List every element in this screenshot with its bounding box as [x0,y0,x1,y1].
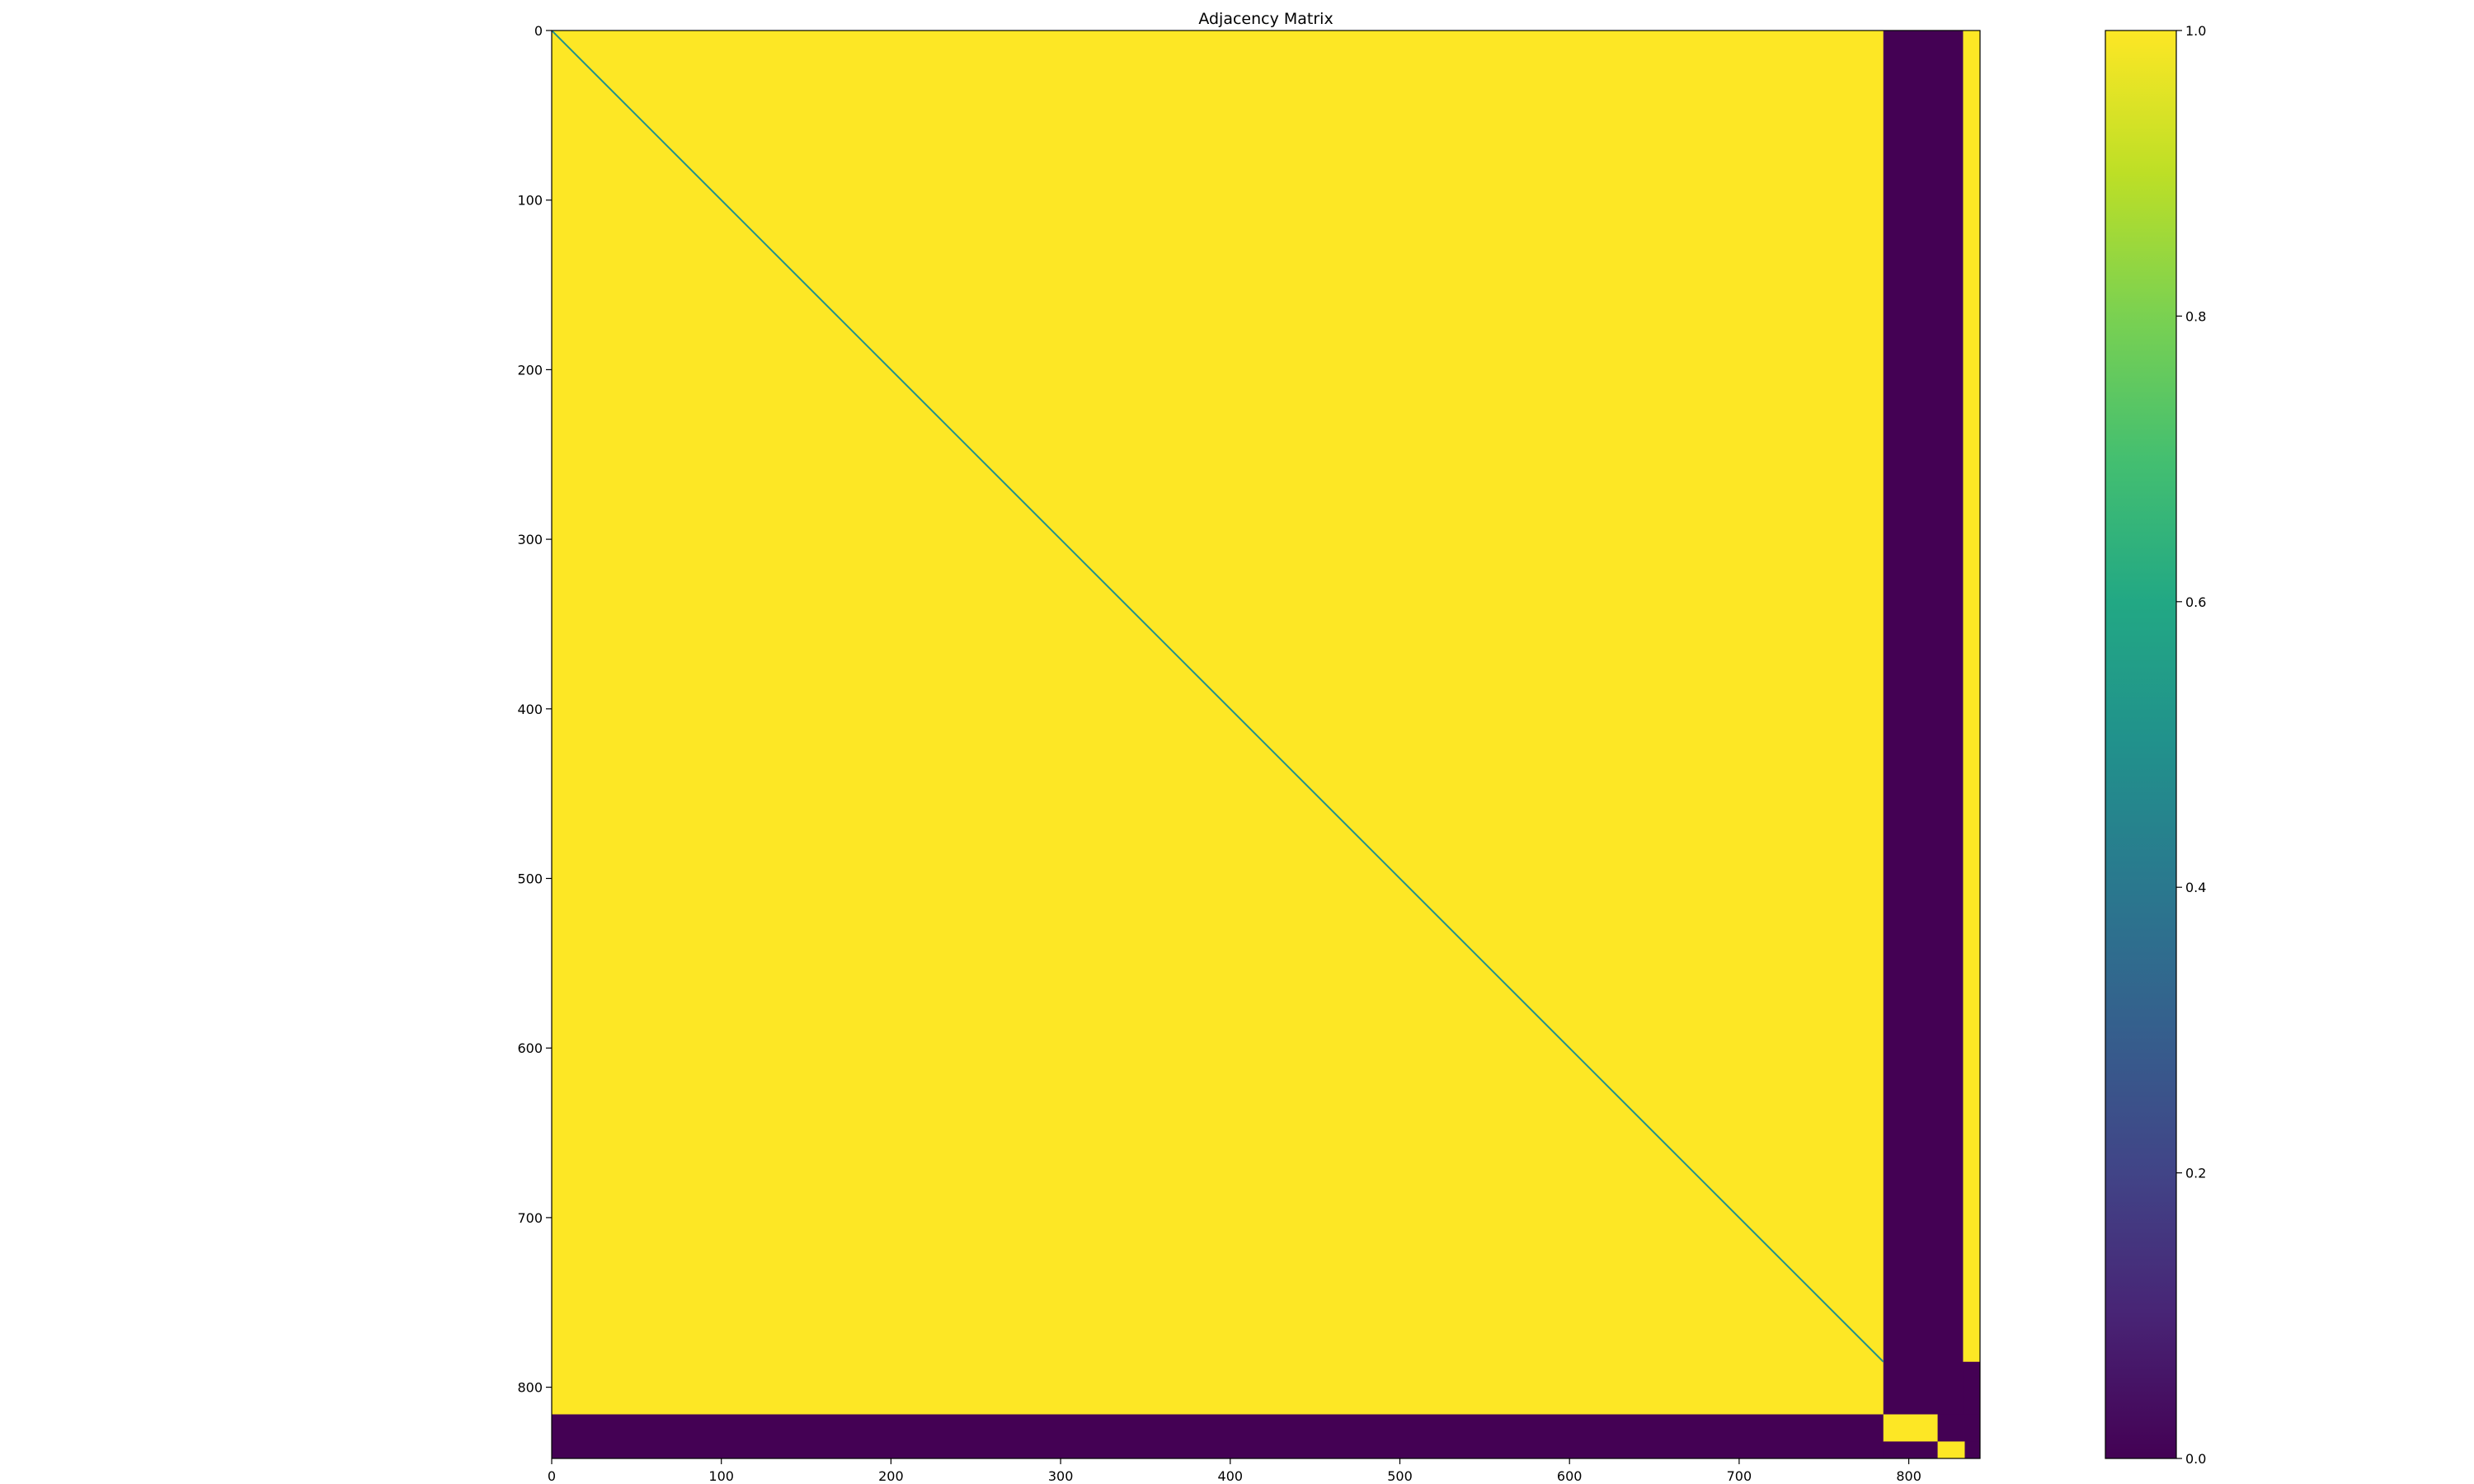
heatmap-region-corner-gap-1 [1937,1414,1980,1442]
y-tick-label: 800 [517,1380,543,1396]
heatmap-cells [552,31,1980,1458]
y-tick-label: 600 [517,1040,543,1056]
colorbar-gradient [2105,30,2177,1459]
heatmap-region-corner-gap-2 [1883,1441,1939,1458]
y-tick-label: 100 [517,193,543,209]
x-tick-label: 0 [548,1468,556,1484]
x-tick-label: 200 [878,1468,904,1484]
heatmap-region-right-strip [1963,31,1980,1363]
colorbar-tick-label: 0.2 [2185,1166,2206,1181]
y-tick-label: 700 [517,1210,543,1226]
y-tick-label: 0 [534,23,543,39]
heatmap-diagonal [552,31,1884,1363]
colorbar-tick-label: 1.0 [2185,23,2206,39]
x-tick-label: 300 [1048,1468,1074,1484]
y-axis-ticks: 0 100 200 300 400 500 600 700 800 [517,23,552,1396]
y-tick-label: 200 [517,362,543,378]
colorbar: 0.0 0.2 0.4 0.6 0.8 1.0 [2105,23,2206,1467]
x-tick-label: 700 [1727,1468,1752,1484]
heatmap-region-main-block [552,31,1884,1416]
x-tick-label: 100 [708,1468,734,1484]
colorbar-ticks: 0.0 0.2 0.4 0.6 0.8 1.0 [2176,23,2206,1467]
colorbar-tick-label: 0.4 [2185,880,2206,895]
x-axis-ticks: 0 100 200 300 400 500 600 700 800 [548,1458,1921,1484]
x-tick-label: 800 [1896,1468,1921,1484]
heatmap-plot-area [552,31,1980,1458]
heatmap-region-right-block-a [1883,31,1964,1416]
chart-title: Adjacency Matrix [1198,10,1333,28]
x-tick-label: 500 [1387,1468,1413,1484]
plot-frame [551,30,1981,1459]
y-tick-label: 500 [517,871,543,887]
heatmap-region-corner-gap-3 [1964,1441,1980,1458]
y-tick-label: 400 [517,702,543,717]
heatmap-region-corner-block-1 [1883,1414,1939,1442]
y-tick-label: 300 [517,532,543,547]
colorbar-tick-label: 0.8 [2185,308,2206,324]
x-tick-label: 400 [1218,1468,1244,1484]
heatmap-region-corner-block-2 [1937,1441,1965,1458]
colorbar-tick-label: 0.0 [2185,1451,2206,1467]
colorbar-tick-label: 0.6 [2185,594,2206,610]
x-tick-label: 600 [1557,1468,1583,1484]
heatmap-region-bottom-band [552,1414,1884,1458]
heatmap-region-right-strip-lower [1963,1361,1980,1416]
